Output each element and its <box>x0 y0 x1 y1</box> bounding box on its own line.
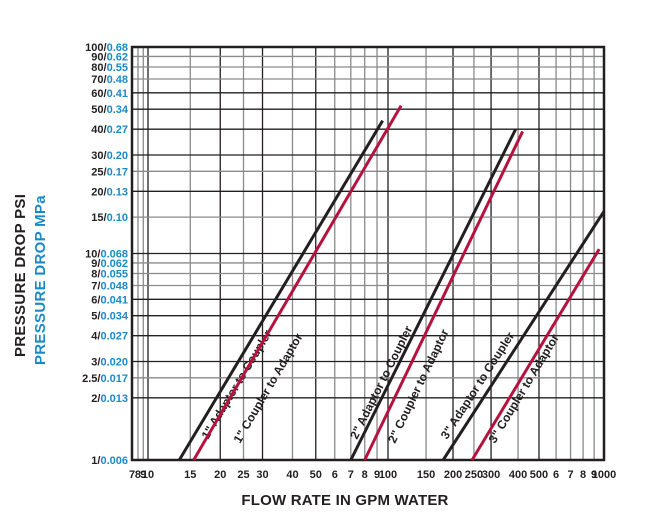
x-tick-label: 15 <box>184 469 196 481</box>
y-tick-label: 70/0.48 <box>91 74 128 86</box>
y-tick-label: 10/0.068 <box>85 249 128 261</box>
y-tick-label: 1/0.006 <box>91 455 128 467</box>
x-tick-label: 500 <box>530 469 548 481</box>
y-tick-label: 6/0.041 <box>91 294 128 306</box>
x-tick-label: 9 <box>591 469 597 481</box>
series-line <box>363 130 524 461</box>
y-tick-label: 100/0.68 <box>85 42 128 54</box>
y-tick-label: 8/0.055 <box>91 269 128 281</box>
x-tick-label: 300 <box>482 469 500 481</box>
y-tick-label: 7/0.048 <box>91 280 128 292</box>
x-tick-label: 250 <box>465 469 483 481</box>
y-tick-label: 80/0.55 <box>91 62 128 74</box>
x-tick-label: 7 <box>348 469 354 481</box>
y-tick-label: 5/0.034 <box>91 311 129 323</box>
x-tick-label: 40 <box>286 469 298 481</box>
x-tick-label: 25 <box>237 469 249 481</box>
x-tick-label: 7 <box>567 469 573 481</box>
series-line <box>441 210 606 461</box>
x-tick-label: 9 <box>374 469 380 481</box>
x-tick-label: 6 <box>553 469 559 481</box>
x-tick-label: 7 <box>129 469 135 481</box>
x-tick-label: 200 <box>444 469 462 481</box>
y-tick-label: 2.5/0.017 <box>82 373 128 385</box>
x-tick-label: 8 <box>362 469 368 481</box>
plot-frame <box>130 45 606 462</box>
y-tick-label: 30/0.20 <box>91 150 128 162</box>
y-tick-label: 50/0.34 <box>91 104 129 116</box>
x-tick-label: 8 <box>580 469 586 481</box>
y-tick-label: 20/0.13 <box>91 186 128 198</box>
x-tick-label: 30 <box>256 469 268 481</box>
x-tick-label: 8 <box>135 469 141 481</box>
series-line <box>177 119 384 461</box>
y-tick-label: 15/0.10 <box>91 212 128 224</box>
x-tick-label: 150 <box>417 469 435 481</box>
x-tick-label: 100 <box>379 469 397 481</box>
y-tick-label: 2/0.013 <box>91 393 128 405</box>
x-tick-label: 9 <box>140 469 146 481</box>
y-tick-label: 3/0.020 <box>91 356 128 368</box>
y-tick-label: 90/0.62 <box>91 51 128 63</box>
x-tick-label: 20 <box>214 469 226 481</box>
series-line <box>349 128 518 461</box>
x-tick-label: 10 <box>142 469 154 481</box>
x-tick-label: 1000 <box>592 469 616 481</box>
y-tick-label: 25/0.17 <box>91 166 128 178</box>
y-tick-label: 4/0.027 <box>91 331 128 343</box>
y-tick-label: 40/0.27 <box>91 124 128 136</box>
x-tick-label: 50 <box>310 469 322 481</box>
series-line <box>470 248 601 461</box>
y-tick-label: 9/0.062 <box>91 258 128 270</box>
series-line <box>192 104 403 461</box>
x-tick-label: 400 <box>509 469 527 481</box>
x-axis-title: FLOW RATE IN GPM WATER <box>241 492 449 509</box>
y-tick-label: 60/0.41 <box>91 88 128 100</box>
x-tick-label: 6 <box>332 469 338 481</box>
